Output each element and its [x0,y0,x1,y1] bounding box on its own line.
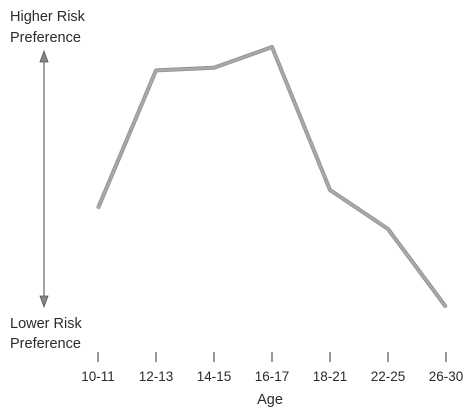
x-axis-ticks: 10-11 12-13 14-15 16-17 18-21 22-25 26-30 [81,352,463,384]
y-axis-top-label: Higher Risk Preference [10,9,86,46]
data-point-14-15 [213,66,215,69]
x-tick-label-10-11: 10-11 [81,369,115,384]
x-tick-label-22-25: 22-25 [371,369,406,384]
x-tick-label-16-17: 16-17 [255,369,290,384]
x-tick-label-14-15: 14-15 [197,369,232,384]
data-point-26-30 [445,306,447,308]
data-layer [96,45,448,309]
x-tick-label-18-21: 18-21 [313,369,348,384]
data-point-22-25 [387,228,389,230]
x-tick-label-26-30: 26-30 [429,369,464,384]
y-axis-bottom-label: Lower Risk Preference [10,316,82,352]
y-axis-bottom-label-line1: Lower Risk [10,316,82,332]
x-tick-label-12-13: 12-13 [139,369,174,384]
series-line [96,45,447,308]
y-axis-arrow-head-up [39,49,49,63]
y-axis-arrow [39,49,49,309]
data-point-18-21 [329,189,331,191]
y-axis-arrow-head-down [39,295,49,309]
y-axis-bottom-label-line2: Preference [10,336,81,352]
data-point-16-17 [271,46,273,48]
data-point-10-11 [97,207,99,210]
data-point-12-13 [155,69,157,72]
x-axis-title: Age [257,392,283,408]
y-axis-top-label-line1: Higher Risk [10,9,86,25]
y-axis-top-label-line2: Preference [10,30,81,46]
